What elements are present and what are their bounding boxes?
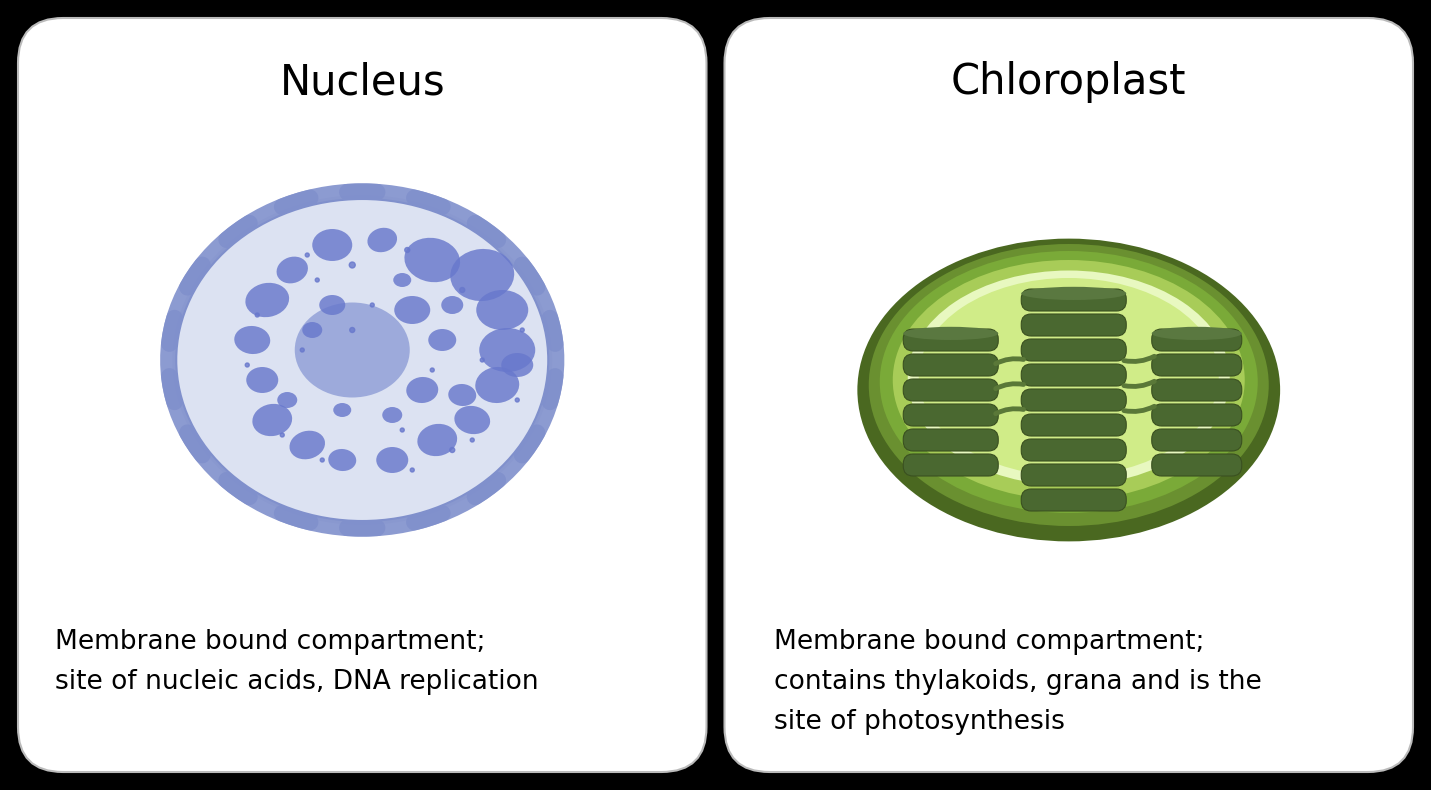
FancyBboxPatch shape	[1022, 289, 1126, 311]
Ellipse shape	[172, 195, 552, 525]
Ellipse shape	[246, 367, 278, 393]
FancyBboxPatch shape	[1152, 404, 1242, 426]
Text: Chloroplast: Chloroplast	[952, 61, 1186, 103]
FancyBboxPatch shape	[1022, 414, 1126, 436]
Ellipse shape	[406, 377, 438, 403]
Ellipse shape	[501, 353, 534, 377]
Ellipse shape	[1022, 287, 1126, 300]
FancyBboxPatch shape	[903, 379, 999, 401]
Ellipse shape	[418, 424, 456, 456]
FancyBboxPatch shape	[1022, 464, 1126, 486]
Circle shape	[255, 313, 259, 317]
FancyBboxPatch shape	[1022, 489, 1126, 511]
Circle shape	[405, 247, 409, 253]
FancyBboxPatch shape	[1022, 364, 1126, 386]
Ellipse shape	[295, 303, 409, 397]
Circle shape	[471, 438, 474, 442]
Ellipse shape	[333, 403, 351, 417]
Circle shape	[315, 278, 319, 282]
Ellipse shape	[319, 295, 345, 315]
FancyBboxPatch shape	[1152, 429, 1242, 451]
Ellipse shape	[475, 367, 519, 403]
Ellipse shape	[441, 296, 464, 314]
Ellipse shape	[245, 283, 289, 317]
Ellipse shape	[328, 449, 356, 471]
Ellipse shape	[428, 329, 456, 351]
Circle shape	[349, 328, 355, 333]
Circle shape	[459, 288, 465, 292]
Circle shape	[431, 368, 434, 372]
Ellipse shape	[479, 328, 535, 372]
Ellipse shape	[376, 447, 408, 473]
Ellipse shape	[405, 238, 461, 282]
Circle shape	[245, 363, 249, 367]
Ellipse shape	[312, 229, 352, 261]
FancyBboxPatch shape	[1152, 454, 1242, 476]
FancyBboxPatch shape	[1152, 354, 1242, 376]
Text: site of nucleic acids, DNA replication: site of nucleic acids, DNA replication	[54, 669, 538, 695]
Ellipse shape	[382, 407, 402, 423]
Circle shape	[349, 262, 355, 268]
Circle shape	[401, 428, 404, 432]
Circle shape	[411, 468, 414, 472]
Ellipse shape	[455, 406, 491, 434]
Ellipse shape	[880, 251, 1258, 513]
Ellipse shape	[903, 327, 999, 340]
Ellipse shape	[252, 404, 292, 436]
Ellipse shape	[477, 290, 528, 330]
Circle shape	[371, 303, 375, 307]
Circle shape	[280, 433, 285, 437]
Circle shape	[521, 328, 524, 332]
Circle shape	[301, 348, 305, 352]
Ellipse shape	[395, 296, 431, 324]
Ellipse shape	[368, 228, 396, 252]
Ellipse shape	[176, 199, 548, 521]
Text: site of photosynthesis: site of photosynthesis	[774, 709, 1065, 735]
Circle shape	[305, 253, 309, 257]
Ellipse shape	[302, 322, 322, 338]
Ellipse shape	[869, 244, 1269, 526]
Ellipse shape	[451, 249, 514, 301]
Ellipse shape	[289, 431, 325, 459]
Circle shape	[449, 447, 455, 453]
FancyBboxPatch shape	[903, 429, 999, 451]
Ellipse shape	[907, 270, 1229, 486]
Ellipse shape	[276, 257, 308, 284]
Ellipse shape	[278, 392, 298, 408]
Circle shape	[515, 398, 519, 402]
FancyBboxPatch shape	[1152, 329, 1242, 351]
FancyBboxPatch shape	[1022, 314, 1126, 336]
Ellipse shape	[1152, 327, 1242, 340]
Circle shape	[481, 358, 484, 362]
FancyBboxPatch shape	[1022, 389, 1126, 411]
Text: Membrane bound compartment;: Membrane bound compartment;	[54, 629, 485, 655]
FancyBboxPatch shape	[19, 18, 707, 772]
FancyBboxPatch shape	[903, 404, 999, 426]
FancyBboxPatch shape	[903, 454, 999, 476]
FancyBboxPatch shape	[1152, 379, 1242, 401]
Text: contains thylakoids, grana and is the: contains thylakoids, grana and is the	[774, 669, 1262, 695]
FancyBboxPatch shape	[903, 329, 999, 351]
Ellipse shape	[394, 273, 411, 287]
FancyBboxPatch shape	[1022, 439, 1126, 461]
FancyBboxPatch shape	[1022, 339, 1126, 361]
Ellipse shape	[235, 326, 270, 354]
Text: Membrane bound compartment;: Membrane bound compartment;	[774, 629, 1205, 655]
Ellipse shape	[919, 278, 1219, 476]
Circle shape	[321, 458, 325, 462]
FancyBboxPatch shape	[903, 354, 999, 376]
Ellipse shape	[859, 240, 1279, 540]
Ellipse shape	[448, 384, 477, 406]
Text: Nucleus: Nucleus	[279, 61, 445, 103]
FancyBboxPatch shape	[724, 18, 1412, 772]
Ellipse shape	[893, 260, 1245, 500]
